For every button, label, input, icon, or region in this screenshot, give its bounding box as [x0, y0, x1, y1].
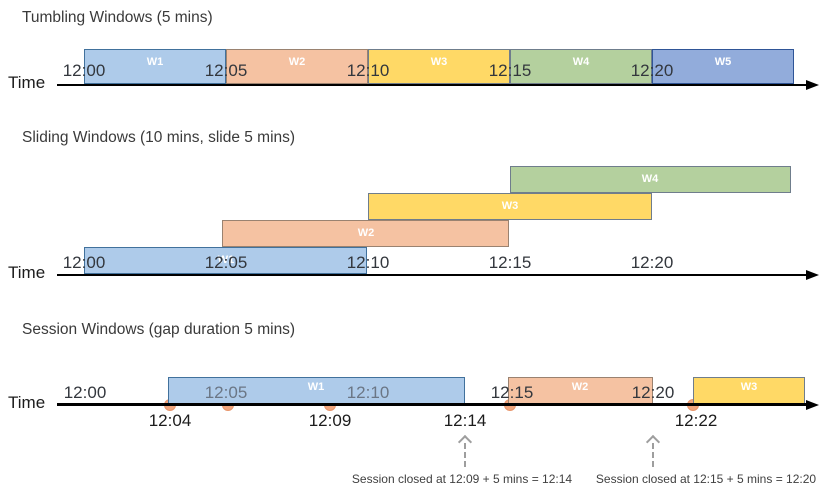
- event-label-1209: 12:09: [308, 411, 352, 430]
- sliding-tick-1205: 12:05: [204, 253, 248, 272]
- sliding-tick-1200: 12:00: [62, 253, 106, 272]
- tumbling-window-w1-label: W1: [146, 56, 164, 68]
- tumbling-window-w4-label: W4: [572, 56, 590, 68]
- tumbling-window-w4: [510, 49, 652, 84]
- session-window-w3-label: W3: [740, 381, 758, 393]
- session-tick-1210: 12:10: [346, 383, 390, 402]
- session-close-annotation-1: Session closed at 12:09 + 5 mins = 12:14: [351, 472, 573, 486]
- event-label-1222: 12:22: [674, 411, 718, 430]
- tumbling-tick-1220: 12:20: [630, 61, 674, 80]
- session-tick-1200: 12:00: [63, 383, 107, 402]
- tumbling-window-w3-label: W3: [430, 56, 448, 68]
- tumbling-tick-1205: 12:05: [204, 61, 248, 80]
- sliding-title: Sliding Windows (10 mins, slide 5 mins): [22, 129, 296, 146]
- sliding-window-w1-label: W1: [217, 254, 235, 266]
- sliding-window-w3: [368, 193, 652, 220]
- session-close-label-1214: 12:14: [443, 411, 487, 430]
- sliding-window-w4: [510, 166, 791, 193]
- sliding-tick-1220: 12:20: [630, 253, 674, 272]
- session-tick-1205: 12:05: [204, 383, 248, 402]
- session-axis-arrow-icon: [806, 400, 819, 410]
- sliding-tick-1215: 12:15: [488, 253, 532, 272]
- tumbling-window-w2-label: W2: [288, 56, 306, 68]
- tumbling-window-w1: [84, 49, 226, 84]
- sliding-window-w4-label: W4: [641, 173, 659, 185]
- tumbling-tick-1210: 12:10: [346, 61, 390, 80]
- session-close-annotation-2: Session closed at 12:15 + 5 mins = 12:20: [595, 472, 817, 486]
- sliding-time-axis: [57, 274, 808, 276]
- tumbling-time-label: Time: [8, 73, 46, 92]
- sliding-time-label: Time: [8, 263, 46, 282]
- event-label-1204: 12:04: [148, 411, 192, 430]
- sliding-tick-1210: 12:10: [346, 253, 390, 272]
- tumbling-time-axis: [57, 84, 808, 86]
- tumbling-window-w2: [226, 49, 368, 84]
- tumbling-title: Tumbling Windows (5 mins): [22, 9, 213, 26]
- annotation-arrow-2: [652, 443, 654, 467]
- sliding-axis-arrow-icon: [806, 270, 819, 280]
- tumbling-tick-1200: 12:00: [62, 61, 106, 80]
- tumbling-axis-arrow-icon: [806, 80, 819, 90]
- session-title: Session Windows (gap duration 5 mins): [22, 321, 296, 338]
- session-time-label: Time: [8, 393, 46, 412]
- session-tick-1215: 12:15: [490, 383, 534, 402]
- tumbling-window-w5-label: W5: [714, 56, 732, 68]
- tumbling-window-w3: [368, 49, 510, 84]
- sliding-window-w1: [84, 247, 367, 274]
- session-time-axis: [57, 403, 808, 406]
- session-tick-1220: 12:20: [631, 383, 675, 402]
- session-window-w1-label: W1: [307, 381, 325, 393]
- tumbling-tick-1215: 12:15: [488, 61, 532, 80]
- sliding-window-w2: [222, 220, 509, 247]
- sliding-window-w3-label: W3: [501, 200, 519, 212]
- session-window-w2-label: W2: [571, 381, 589, 393]
- sliding-window-w2-label: W2: [357, 227, 375, 239]
- tumbling-window-w5: [652, 49, 794, 84]
- annotation-arrow-1: [464, 443, 466, 467]
